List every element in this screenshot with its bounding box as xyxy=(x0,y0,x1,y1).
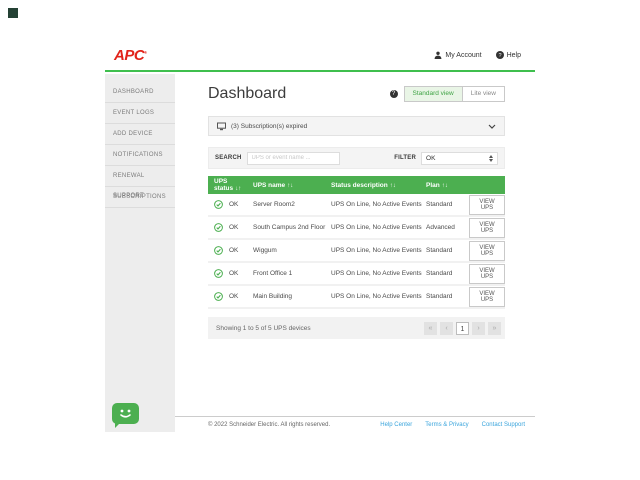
table-row: OK Front Office 1 UPS On Line, No Active… xyxy=(208,263,505,286)
status-description: UPS On Line, No Active Events xyxy=(331,270,422,277)
sidebar-item-add-device[interactable]: ADD DEVICE xyxy=(105,124,175,145)
table-row: OK South Campus 2nd Floor UPS On Line, N… xyxy=(208,217,505,240)
help-button[interactable]: ? Help xyxy=(495,51,521,59)
ups-name: Front Office 1 xyxy=(253,270,293,277)
stepper-icon xyxy=(489,154,493,162)
status-description: UPS On Line, No Active Events xyxy=(331,293,422,300)
filter-value: OK xyxy=(426,154,436,162)
last-page-button[interactable]: » xyxy=(488,321,501,335)
logo-registered-mark: ® xyxy=(144,49,147,55)
top-header: APC® My Account ? Help xyxy=(105,40,535,72)
check-circle-icon xyxy=(214,246,223,255)
table-row: OK Server Room2 UPS On Line, No Active E… xyxy=(208,194,505,217)
terms-privacy-link[interactable]: Terms & Privacy xyxy=(425,421,469,428)
plan-value: Standard xyxy=(426,201,453,208)
info-icon[interactable]: ? xyxy=(389,90,398,98)
status-description: UPS On Line, No Active Events xyxy=(331,247,422,254)
check-circle-icon xyxy=(214,200,223,209)
filter-select[interactable]: OK xyxy=(421,151,498,165)
status-description: UPS On Line, No Active Events xyxy=(331,224,422,231)
standard-view-button[interactable]: Standard view xyxy=(403,86,463,102)
apc-logo: APC® xyxy=(114,46,147,64)
copyright-text: © 2022 Schneider Electric. All rights re… xyxy=(208,421,331,428)
sort-icon: ↑↓ xyxy=(441,182,448,189)
svg-text:?: ? xyxy=(498,53,501,59)
screen-corner-marker xyxy=(8,8,18,18)
plan-value: Standard xyxy=(426,247,453,254)
first-page-button[interactable]: « xyxy=(424,321,437,335)
status-description: UPS On Line, No Active Events xyxy=(331,201,422,208)
check-circle-icon xyxy=(214,269,223,278)
user-icon xyxy=(434,51,442,59)
status-value: OK xyxy=(229,247,239,254)
status-value: OK xyxy=(229,224,239,231)
plan-value: Standard xyxy=(426,270,453,277)
main-content: Dashboard ? Standard view Lite view (3) … xyxy=(175,85,535,339)
help-label: Help xyxy=(506,51,521,59)
smiley-icon xyxy=(112,403,139,424)
app-window: APC® My Account ? Help DASHBOARD EVENT L… xyxy=(105,40,535,432)
sidebar: DASHBOARD EVENT LOGS ADD DEVICE NOTIFICA… xyxy=(105,74,175,432)
filter-label: FILTER xyxy=(394,155,417,161)
view-ups-button[interactable]: VIEW UPS xyxy=(469,240,505,261)
view-ups-button[interactable]: VIEW UPS xyxy=(469,263,505,284)
table-row: OK Main Building UPS On Line, No Active … xyxy=(208,286,505,309)
monitor-icon xyxy=(217,122,226,131)
sidebar-item-notifications[interactable]: NOTIFICATIONS xyxy=(105,145,175,166)
page-title: Dashboard xyxy=(208,85,287,102)
plan-value: Standard xyxy=(426,293,453,300)
status-value: OK xyxy=(229,270,239,277)
chat-widget-button[interactable] xyxy=(112,403,139,428)
help-icon: ? xyxy=(495,51,504,59)
footer: © 2022 Schneider Electric. All rights re… xyxy=(175,416,535,432)
ups-name: Server Room2 xyxy=(253,201,295,208)
sort-icon: ↑↓ xyxy=(389,182,396,189)
lite-view-button[interactable]: Lite view xyxy=(462,86,505,102)
subscription-expired-banner[interactable]: (3) Subscription(s) expired xyxy=(208,116,505,136)
status-value: OK xyxy=(229,293,239,300)
next-page-button[interactable]: › xyxy=(472,321,485,335)
ups-name: South Campus 2nd Floor xyxy=(253,224,326,231)
my-account-label: My Account xyxy=(445,51,482,59)
my-account-button[interactable]: My Account xyxy=(434,51,482,59)
column-header-ups-name[interactable]: UPS name ↑↓ xyxy=(253,181,294,189)
chevron-down-icon[interactable] xyxy=(488,124,496,129)
table-row: OK Wiggum UPS On Line, No Active Events … xyxy=(208,240,505,263)
banner-text: (3) Subscription(s) expired xyxy=(231,122,308,130)
sidebar-item-dashboard[interactable]: DASHBOARD xyxy=(105,82,175,103)
sidebar-item-event-logs[interactable]: EVENT LOGS xyxy=(105,103,175,124)
view-ups-button[interactable]: VIEW UPS xyxy=(469,286,505,307)
sidebar-item-subscriptions[interactable]: SUBSCRIPTIONS xyxy=(105,187,175,208)
column-header-ups-status[interactable]: UPS status ↓↑ xyxy=(214,178,242,192)
column-header-plan[interactable]: Plan ↑↓ xyxy=(426,181,448,189)
help-center-link[interactable]: Help Center xyxy=(380,421,413,428)
sort-icon: ↓↑ xyxy=(235,186,242,192)
column-header-status-description[interactable]: Status description ↑↓ xyxy=(331,181,396,189)
current-page-button[interactable]: 1 xyxy=(456,321,469,335)
view-ups-button[interactable]: VIEW UPS xyxy=(469,194,505,215)
pagination-bar: Showing 1 to 5 of 5 UPS devices « ‹ 1 › … xyxy=(208,317,505,339)
search-filter-bar: SEARCH FILTER OK xyxy=(208,147,505,169)
ups-name: Wiggum xyxy=(253,247,277,254)
pagination-summary: Showing 1 to 5 of 5 UPS devices xyxy=(216,324,311,332)
table-header: UPS status ↓↑ UPS name ↑↓ Status descripti… xyxy=(208,176,505,194)
sort-icon: ↑↓ xyxy=(287,182,294,189)
prev-page-button[interactable]: ‹ xyxy=(440,321,453,335)
sidebar-item-renewal-support[interactable]: RENEWAL SUPPORT xyxy=(105,166,175,199)
contact-support-link[interactable]: Contact Support xyxy=(481,421,525,428)
search-label: SEARCH xyxy=(215,155,242,161)
check-circle-icon xyxy=(214,223,223,232)
ups-name: Main Building xyxy=(253,293,293,300)
view-ups-button[interactable]: VIEW UPS xyxy=(469,217,505,238)
check-circle-icon xyxy=(214,292,223,301)
status-value: OK xyxy=(229,201,239,208)
search-input[interactable] xyxy=(246,151,341,165)
plan-value: Advanced xyxy=(426,224,455,231)
